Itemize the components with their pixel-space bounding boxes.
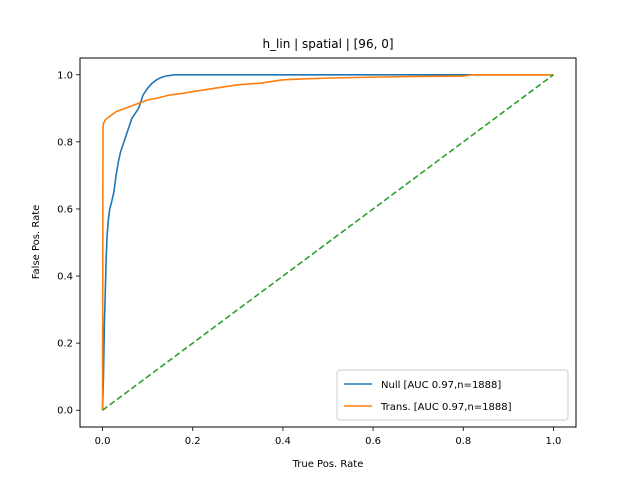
series-line-chance-diagonal (102, 74, 554, 411)
x-tick-label: 0.4 (275, 436, 291, 447)
y-tick-label: 0.2 (57, 339, 73, 350)
chart-title: h_lin | spatial | [96, 0] (262, 37, 393, 51)
series-line-null (101, 73, 554, 411)
axes-frame (79, 57, 577, 428)
y-tick-label: 1.0 (57, 70, 73, 81)
y-tick-label: 0.4 (57, 272, 73, 283)
x-axis-label: True Pos. Rate (292, 459, 364, 470)
legend-label-null: Null [AUC 0.97,n=1888] (381, 380, 501, 391)
y-tick-label: 0.0 (57, 406, 73, 417)
plot-area (79, 57, 577, 428)
x-tick-label: 1.0 (546, 436, 562, 447)
y-axis-label: False Pos. Rate (31, 205, 42, 280)
legend-box (336, 369, 569, 421)
series-layer (101, 73, 554, 411)
legend-label-trans: Trans. [AUC 0.97,n=1888] (380, 402, 512, 413)
x-tick-label: 0.0 (95, 436, 111, 447)
x-tick-label: 0.6 (365, 436, 381, 447)
x-tick-label: 0.8 (455, 436, 471, 447)
legend: Null [AUC 0.97,n=1888] Trans. [AUC 0.97,… (336, 369, 569, 421)
y-axis: 0.0 0.2 0.4 0.6 0.8 1.0 (57, 70, 80, 417)
x-tick-label: 0.2 (185, 436, 201, 447)
series-line-trans (101, 73, 554, 411)
y-tick-label: 0.6 (57, 204, 73, 215)
x-axis: 0.0 0.2 0.4 0.6 0.8 1.0 (95, 427, 562, 447)
y-tick-label: 0.8 (57, 137, 73, 148)
